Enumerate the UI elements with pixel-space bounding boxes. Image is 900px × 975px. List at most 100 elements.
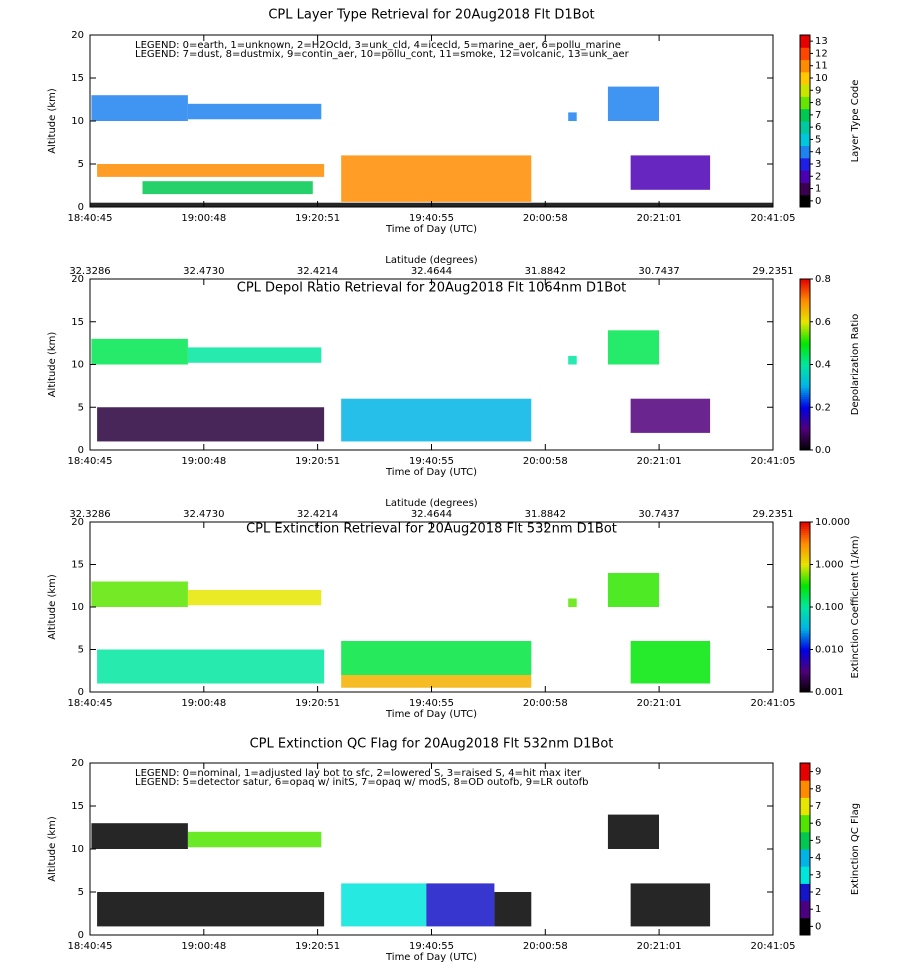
colorbar-cell: [800, 636, 810, 640]
x-tick-label: 20:21:01: [637, 456, 682, 467]
colorbar-cell: [800, 632, 810, 636]
colorbar-cell: [800, 670, 810, 674]
colorbar-cell: [800, 679, 810, 682]
colorbar-tick-label: 6: [815, 122, 821, 133]
colorbar-tick-label: 8: [815, 98, 821, 109]
colorbar-tick-label: 5: [815, 835, 821, 846]
colorbar-cell: [800, 653, 810, 657]
colorbar-cell: [800, 532, 810, 536]
colorbar-cell: [800, 411, 810, 415]
x-tick-label: 20:21:01: [637, 941, 682, 952]
colorbar-cell: [800, 662, 810, 665]
colorbar-cell: [800, 353, 810, 357]
colorbar-cell: [800, 536, 810, 540]
layer: [630, 641, 711, 684]
colorbar-cell: [800, 47, 810, 61]
y-tick-label: 5: [78, 645, 84, 656]
colorbar-label: Extinction QC Flag: [850, 803, 861, 895]
colorbar-cell: [800, 562, 810, 565]
colorbar-cell: [800, 638, 810, 642]
x-tick-label: 20:00:58: [523, 698, 568, 709]
y-tick-label: 5: [78, 159, 84, 170]
colorbar-cell: [800, 394, 810, 398]
colorbar-cell: [800, 658, 810, 661]
colorbar-cell: [800, 600, 810, 604]
colorbar-cell: [800, 641, 810, 644]
colorbar-cell: [800, 594, 810, 597]
colorbar-tick-label: 0.0: [815, 445, 831, 456]
y-tick-label: 15: [71, 560, 84, 571]
colorbar-cell: [800, 355, 810, 359]
colorbar-cell: [800, 579, 810, 582]
y-tick-label: 0: [78, 930, 84, 941]
layer: [630, 155, 711, 190]
x-tick-label: 18:40:45: [68, 213, 113, 224]
x-tick-label: 19:20:51: [295, 213, 340, 224]
colorbar-cell: [800, 651, 810, 655]
colorbar-cell: [800, 539, 810, 542]
colorbar-cell: [800, 634, 810, 638]
layer: [607, 86, 660, 121]
colorbar-cell: [800, 590, 810, 593]
colorbar-tick-label: 7: [815, 801, 821, 812]
colorbar-cell: [800, 194, 810, 208]
colorbar-cell: [800, 598, 810, 602]
colorbar-cell: [800, 362, 810, 365]
x-axis-label: Time of Day (UTC): [385, 224, 477, 235]
colorbar-cell: [800, 287, 810, 291]
colorbar-cell: [800, 300, 810, 304]
colorbar-cell: [800, 390, 810, 393]
colorbar-cell: [800, 289, 810, 293]
colorbar-cell: [800, 281, 810, 284]
legend-text: LEGEND: 0=nominal, 1=adjusted lay bot to…: [135, 768, 582, 779]
colorbar-cell: [800, 534, 810, 538]
layer: [341, 641, 532, 675]
x-tick-label: 19:00:48: [181, 456, 226, 467]
colorbar-cell: [800, 443, 810, 447]
colorbar-cell: [800, 84, 810, 97]
y-tick-label: 15: [71, 317, 84, 328]
y-axis-label: Altitude (km): [47, 332, 58, 398]
colorbar-cell: [800, 655, 810, 659]
colorbar-cell: [800, 647, 810, 650]
x-tick-label: 19:20:51: [295, 941, 340, 952]
y-axis-label: Altitude (km): [47, 88, 58, 154]
colorbar-tick-label: 9: [815, 85, 821, 96]
layer: [341, 675, 532, 688]
colorbar-cell: [800, 407, 810, 410]
colorbar-cell: [800, 381, 810, 385]
colorbar-cell: [800, 526, 810, 529]
colorbar-cell: [800, 349, 810, 353]
colorbar-cell: [800, 570, 810, 574]
layer: [142, 181, 313, 195]
colorbar-cell: [800, 689, 810, 693]
colorbar-cell: [800, 628, 810, 631]
colorbar-cell: [800, 334, 810, 338]
colorbar-cell: [800, 96, 810, 110]
latitude-axis-label: Latitude (degrees): [385, 255, 477, 266]
colorbar-cell: [800, 428, 810, 432]
colorbar-cell: [800, 831, 810, 850]
layer: [97, 649, 325, 684]
colorbar-cell: [800, 917, 810, 936]
latitude-tick-label: 31.8842: [525, 509, 566, 520]
layer: [91, 95, 188, 121]
colorbar-cell: [800, 343, 810, 346]
colorbar-cell: [800, 326, 810, 329]
chart-title: CPL Extinction QC Flag for 20Aug2018 Flt…: [250, 737, 614, 752]
y-axis-label: Altitude (km): [47, 816, 58, 882]
colorbar-cell: [800, 323, 810, 327]
colorbar-cell: [800, 681, 810, 684]
colorbar-cell: [800, 675, 810, 678]
colorbar-cell: [800, 660, 810, 663]
y-tick-label: 15: [71, 801, 84, 812]
colorbar-cell: [800, 866, 810, 884]
latitude-tick-label: 32.3286: [69, 266, 110, 277]
layer: [607, 573, 660, 607]
latitude-tick-label: 29.2351: [752, 266, 793, 277]
y-tick-label: 5: [78, 887, 84, 898]
colorbar-cell: [800, 568, 810, 572]
layer: [97, 407, 325, 442]
colorbar-cell: [800, 426, 810, 430]
colorbar-frame: [799, 762, 811, 936]
